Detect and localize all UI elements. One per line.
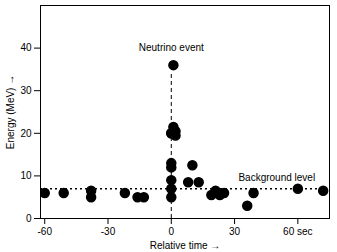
svg-text:Neutrino event: Neutrino event bbox=[139, 42, 204, 53]
svg-text:0: 0 bbox=[26, 213, 32, 224]
svg-text:Energy (MeV) →: Energy (MeV) → bbox=[5, 75, 16, 149]
svg-text:Background level: Background level bbox=[238, 172, 315, 183]
svg-text:-60: -60 bbox=[37, 226, 52, 237]
svg-text:-30: -30 bbox=[101, 226, 116, 237]
svg-text:30: 30 bbox=[229, 226, 241, 237]
svg-text:40: 40 bbox=[20, 42, 32, 53]
svg-text:20: 20 bbox=[20, 128, 32, 139]
svg-text:30: 30 bbox=[20, 85, 32, 96]
svg-text:0: 0 bbox=[169, 226, 175, 237]
svg-text:10: 10 bbox=[20, 170, 32, 181]
svg-text:60 sec: 60 sec bbox=[283, 226, 312, 237]
svg-text:Relative time →: Relative time → bbox=[150, 240, 221, 251]
